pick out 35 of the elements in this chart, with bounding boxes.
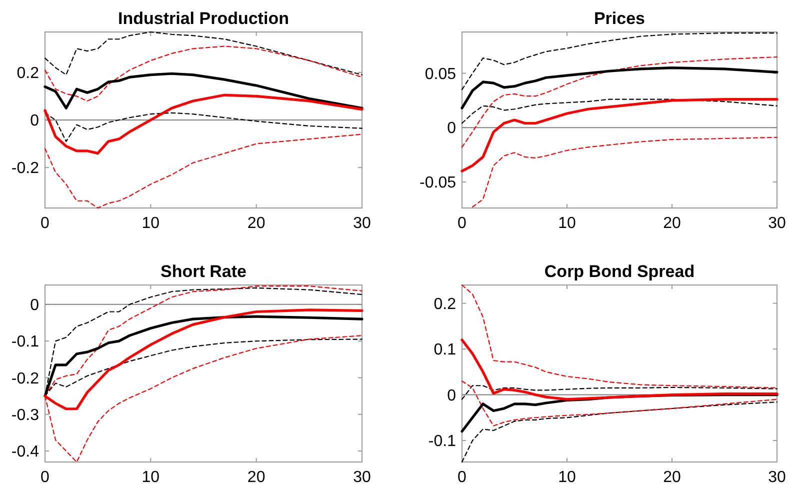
x-tick-label: 20	[663, 215, 681, 232]
x-tick-label: 20	[247, 469, 266, 486]
x-tick-label: 20	[663, 469, 681, 486]
x-tick-label: 0	[458, 469, 467, 486]
y-tick-label: 0.2	[16, 65, 40, 82]
x-tick-label: 10	[142, 469, 160, 486]
chart-title: Short Rate	[160, 262, 246, 281]
y-tick-label: -0.1	[428, 433, 456, 450]
y-tick-label: -0.4	[11, 444, 40, 461]
chart-title: Corp Bond Spread	[544, 262, 695, 281]
y-tick-label: 0	[30, 112, 40, 130]
y-tick-label: 0.2	[434, 296, 456, 313]
x-tick-label: 10	[142, 215, 160, 232]
y-tick-label: 0	[30, 297, 40, 314]
x-tick-label: 0	[40, 215, 50, 232]
chart-title: Prices	[594, 9, 646, 28]
x-tick-label: 30	[353, 215, 371, 232]
chart-title: Industrial Production	[118, 9, 289, 28]
y-tick-label: 0.1	[434, 342, 456, 359]
y-tick-label: 0	[447, 120, 456, 138]
y-tick-label: -0.2	[11, 160, 40, 178]
x-tick-label: 10	[558, 215, 576, 232]
y-tick-label: 0.05	[424, 66, 456, 83]
y-tick-label: -0.2	[11, 370, 40, 388]
y-tick-label: 0	[447, 387, 456, 404]
x-tick-label: 0	[458, 215, 467, 232]
x-tick-label: 30	[768, 215, 786, 232]
x-tick-label: 10	[558, 469, 576, 486]
x-tick-label: 20	[247, 215, 266, 232]
x-tick-label: 30	[353, 469, 371, 486]
y-tick-label: -0.1	[11, 334, 40, 351]
y-tick-label: -0.3	[11, 406, 40, 424]
x-tick-label: 0	[40, 469, 50, 486]
y-tick-label: -0.05	[420, 174, 456, 192]
x-tick-label: 30	[768, 469, 786, 486]
